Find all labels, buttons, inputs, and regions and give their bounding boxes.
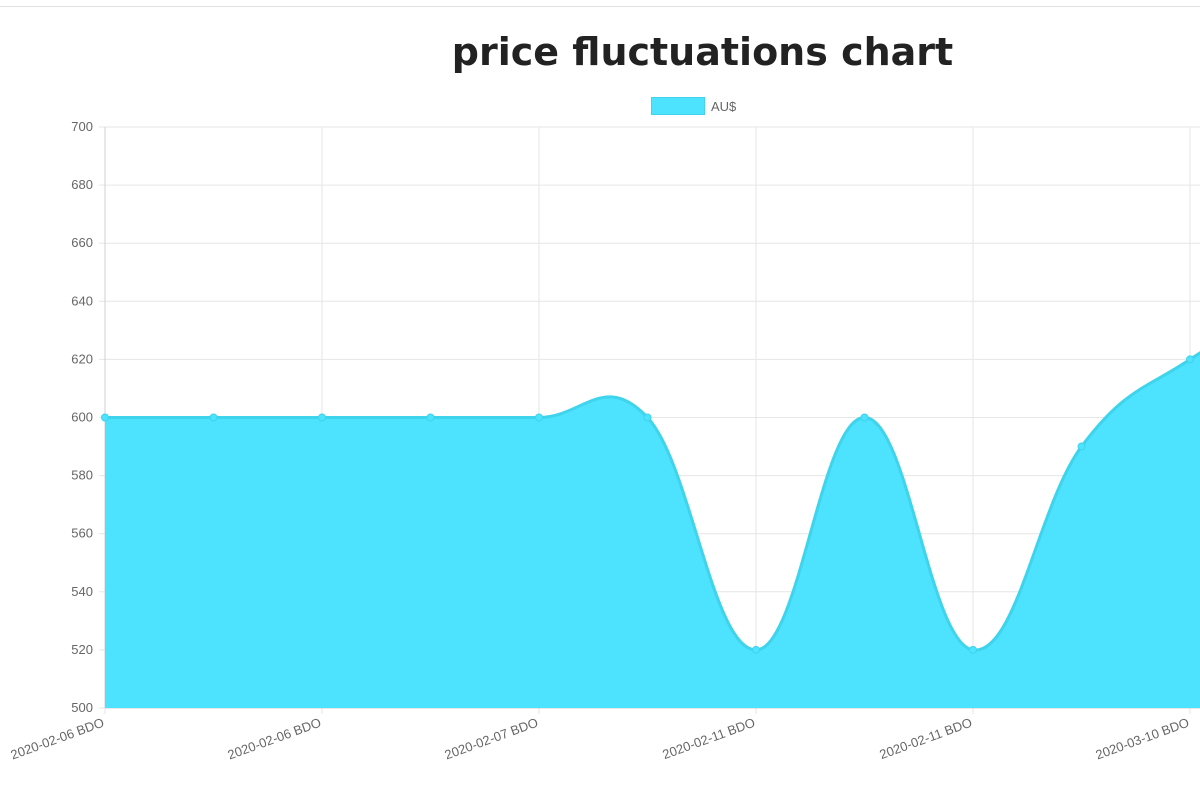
legend-label-aud[interactable]: AU$ [711, 98, 737, 114]
data-point [1077, 442, 1086, 451]
chart-title: price fluctuations chart [451, 30, 954, 74]
x-tick-label: 2020-02-11 BDO [877, 715, 974, 762]
top-divider [0, 6, 1200, 7]
series-area-aud [105, 352, 1200, 708]
x-axis-ticks: 2020-02-06 BDO 2020-02-06 BDO 2020-02-07 B… [9, 715, 1191, 763]
y-tick-label: 540 [71, 584, 93, 599]
area-layer [104, 351, 1200, 708]
data-point [426, 413, 435, 422]
data-point [752, 645, 760, 654]
data-point [643, 413, 652, 422]
x-tick-label: 2020-02-07 BDO [443, 715, 540, 763]
data-point [969, 645, 977, 654]
legend-swatch-aud[interactable] [651, 97, 705, 115]
data-points [101, 355, 1194, 654]
data-point [1186, 355, 1194, 364]
y-tick-label: 700 [71, 119, 93, 134]
x-tick-label: 2020-02-06 BDO [9, 715, 106, 763]
x-tick-label: 2020-02-11 BDO [660, 715, 757, 762]
data-point [318, 413, 326, 422]
data-point [535, 413, 543, 422]
y-tick-label: 620 [71, 351, 93, 366]
y-tick-label: 560 [71, 526, 93, 541]
data-point [209, 413, 218, 422]
y-axis-ticks: 500 520 540 560 580 600 620 640 660 680 700 [71, 119, 93, 715]
x-tick-label: 2020-03-10 BDO [1094, 715, 1191, 763]
data-point [101, 413, 109, 422]
y-tick-label: 600 [71, 410, 93, 425]
y-tick-label: 640 [71, 293, 93, 308]
data-point [860, 413, 869, 422]
y-tick-label: 500 [71, 700, 93, 715]
chart-legend[interactable]: AU$ [651, 97, 736, 115]
y-tick-label: 680 [71, 177, 93, 192]
y-tick-label: 520 [71, 642, 93, 657]
y-tick-label: 660 [71, 235, 93, 250]
x-tick-label: 2020-02-06 BDO [226, 715, 323, 763]
y-tick-label: 580 [71, 468, 93, 483]
